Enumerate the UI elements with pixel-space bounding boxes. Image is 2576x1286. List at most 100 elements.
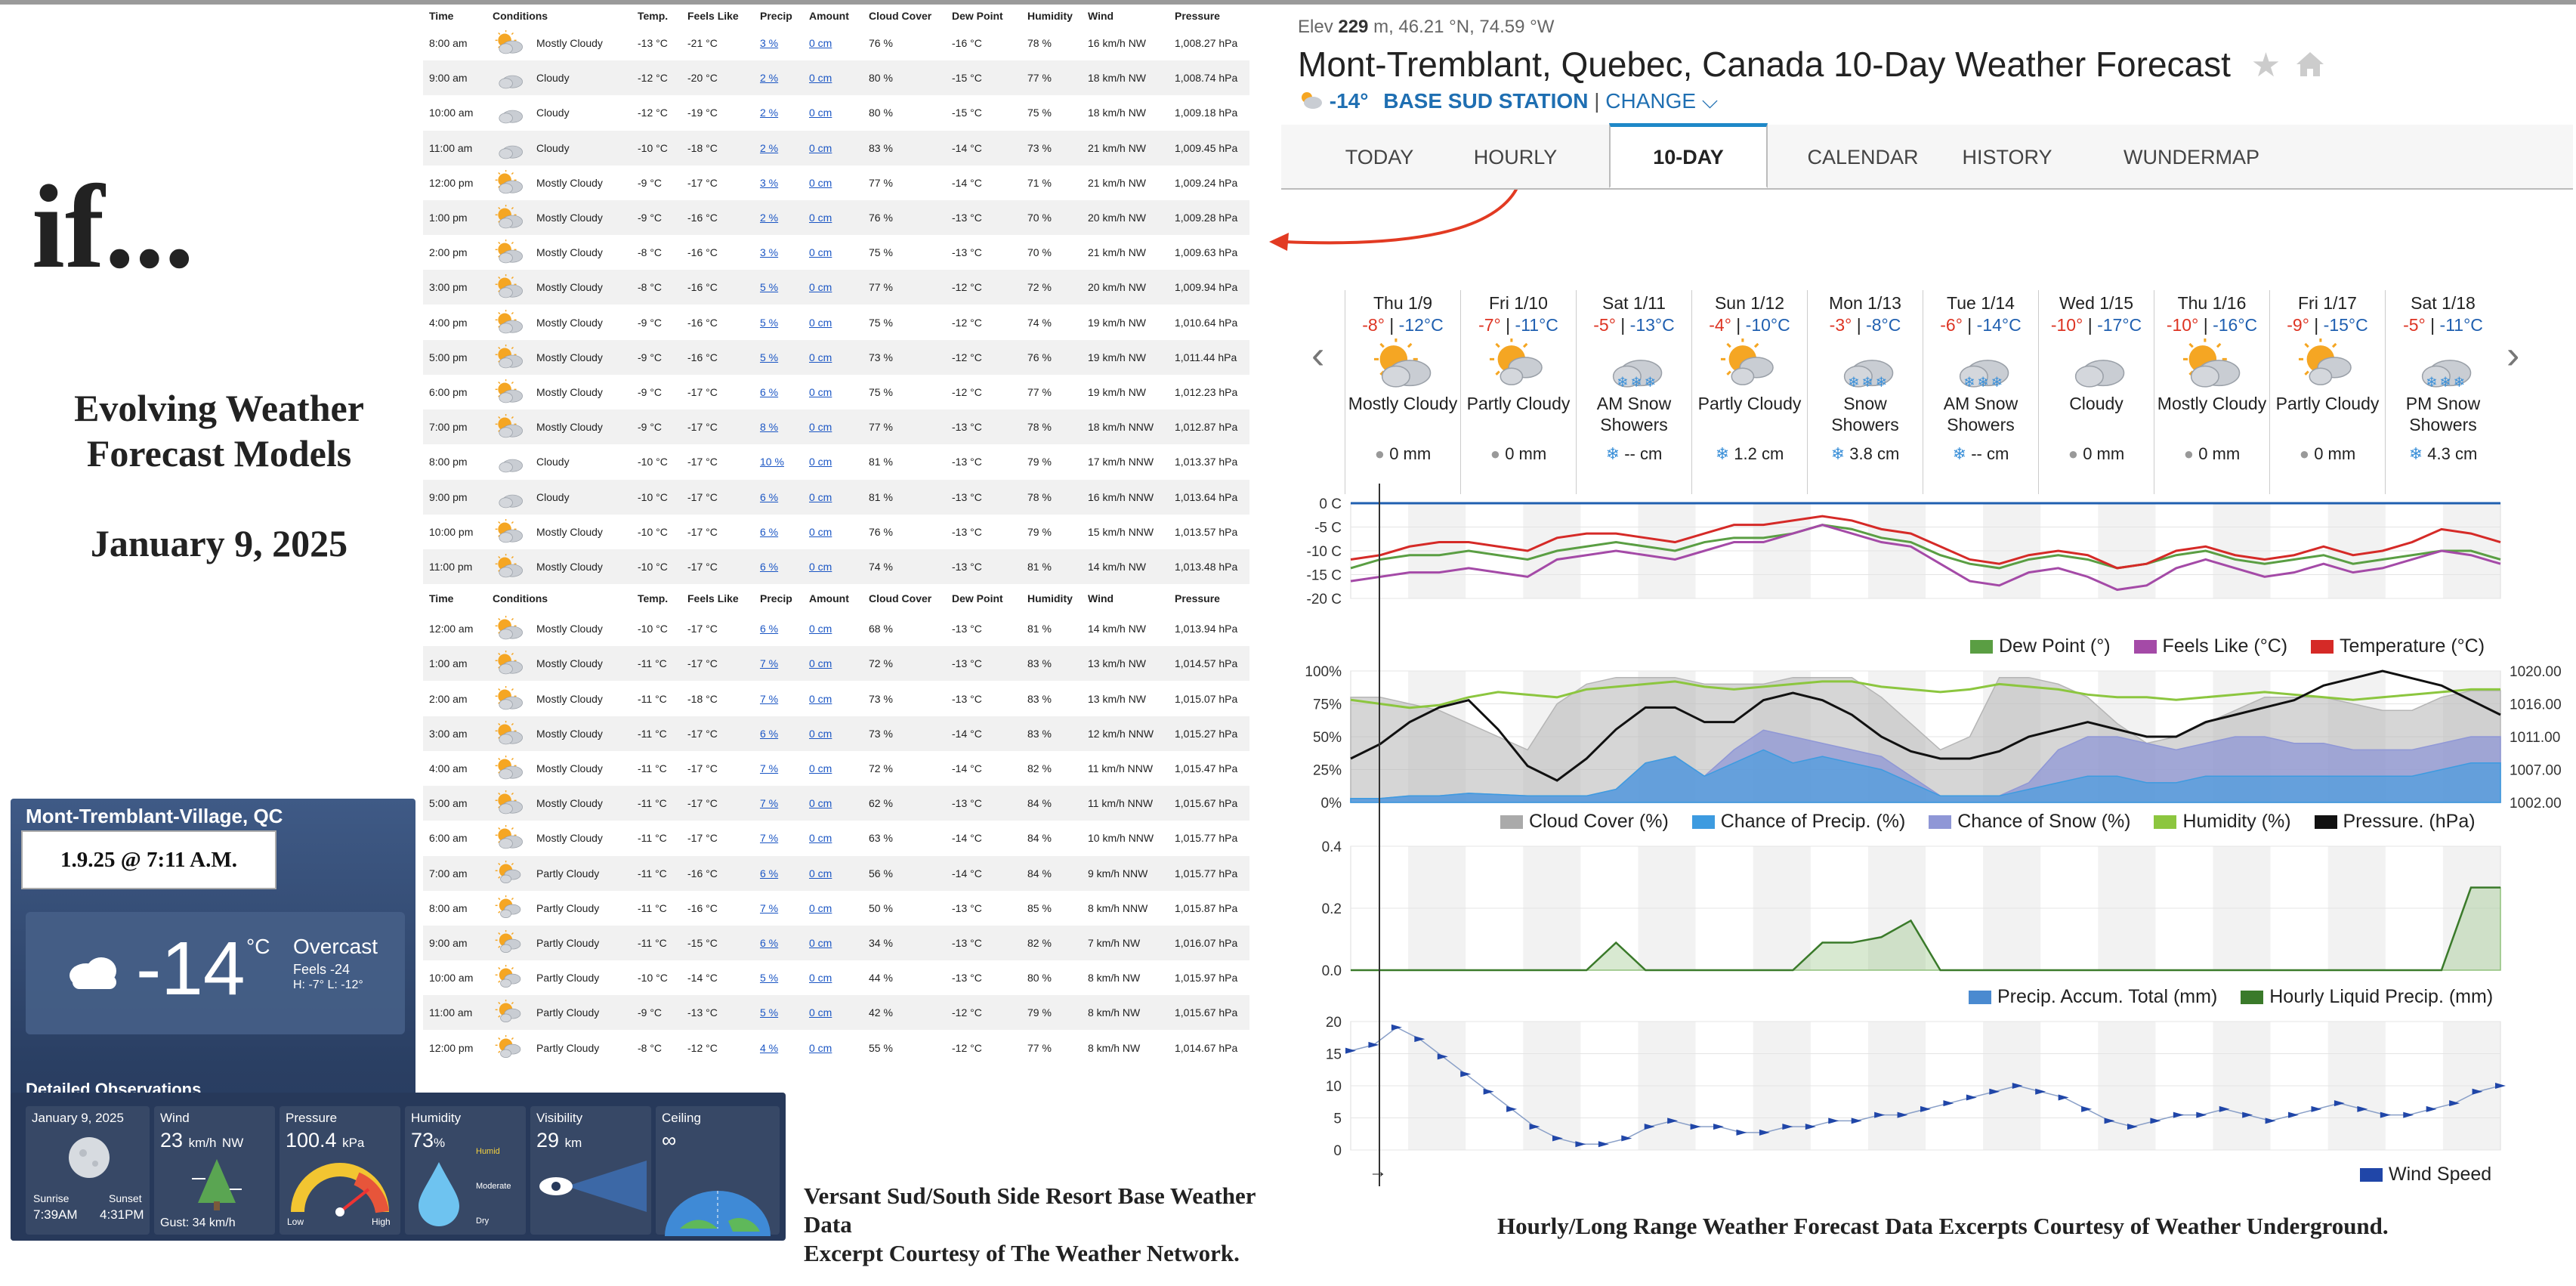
station-name[interactable]: BASE SUD STATION xyxy=(1383,89,1589,113)
table-cell[interactable]: 6 % xyxy=(760,386,779,398)
table-cell: Mostly Cloudy xyxy=(536,657,603,670)
table-cell[interactable]: 0 cm xyxy=(809,176,832,189)
legend-humidity[interactable]: Humidity (%) xyxy=(2182,811,2291,832)
table-cell[interactable]: 0 cm xyxy=(809,456,832,468)
table-cell[interactable]: 0 cm xyxy=(809,901,832,914)
table-cell[interactable]: 0 cm xyxy=(809,1006,832,1019)
table-cell[interactable]: 0 cm xyxy=(809,832,832,845)
chevron-left-icon[interactable]: ‹ xyxy=(1311,333,1325,377)
table-cell[interactable]: 2 % xyxy=(760,212,779,224)
table-cell[interactable]: 5 % xyxy=(760,316,779,329)
table-cell[interactable]: 6 % xyxy=(760,937,779,949)
table-cell[interactable]: 8 % xyxy=(760,421,779,434)
table-cell[interactable]: 7 % xyxy=(760,832,779,845)
table-cell[interactable]: 5 % xyxy=(760,281,779,294)
table-cell[interactable]: 6 % xyxy=(760,623,779,635)
table-cell[interactable]: 0 cm xyxy=(809,281,832,294)
tab-hourly[interactable]: HOURLY xyxy=(1473,146,1558,168)
star-icon[interactable]: ★ xyxy=(2250,47,2281,84)
table-cell[interactable]: 0 cm xyxy=(809,72,832,85)
table-cell[interactable]: 7 % xyxy=(760,657,779,670)
legend-temperature-label[interactable]: Temperature (°C) xyxy=(2340,635,2485,657)
table-cell[interactable]: 2 % xyxy=(760,141,779,154)
table-cell[interactable]: 4 % xyxy=(760,1041,779,1054)
wind-arrow-marker xyxy=(1897,1111,1908,1118)
table-cell[interactable]: 6 % xyxy=(760,727,779,740)
table-cell[interactable]: 0 cm xyxy=(809,386,832,398)
table-cell[interactable]: 6 % xyxy=(760,867,779,879)
table-cell[interactable]: 0 cm xyxy=(809,421,832,434)
table-cell[interactable]: 5 % xyxy=(760,1006,779,1019)
table-cell[interactable]: 0 cm xyxy=(809,316,832,329)
mostly-cloudy-icon xyxy=(495,344,523,369)
table-cell[interactable]: 0 cm xyxy=(809,37,832,49)
wind-arrow-marker xyxy=(2058,1094,2069,1101)
legend-chance-snow[interactable]: Chance of Snow (%) xyxy=(1957,811,2131,832)
change-station-link[interactable]: CHANGE xyxy=(1605,89,1697,113)
forecast-day[interactable]: Sat 1/11 -5° | -13°C ❄ ❄ ❄ AM Snow Showers ❄ --… xyxy=(1576,290,1691,494)
legend-chance-precip[interactable]: Chance of Precip. (%) xyxy=(1720,811,1906,832)
table-cell[interactable]: 0 cm xyxy=(809,623,832,635)
table-cell[interactable]: 0 cm xyxy=(809,1041,832,1054)
forecast-day[interactable]: Sat 1/18 -5° | -11°C ❄ ❄ ❄ PM Snow Showers ❄ 4.… xyxy=(2385,290,2500,494)
table-cell[interactable]: 0 cm xyxy=(809,107,832,119)
forecast-day[interactable]: Thu 1/9 -8° | -12°C Mostly Cloudy ● 0 mm xyxy=(1345,290,1460,494)
tab-wundermap[interactable]: WUNDERMAP xyxy=(2124,146,2259,168)
table-cell[interactable]: 0 cm xyxy=(809,867,832,879)
table-cell[interactable]: 0 cm xyxy=(809,212,832,224)
table-cell[interactable]: 0 cm xyxy=(809,490,832,503)
tab-calendar[interactable]: CALENDAR xyxy=(1807,146,1919,168)
table-cell[interactable]: 0 cm xyxy=(809,692,832,705)
table-cell[interactable]: 0 cm xyxy=(809,762,832,774)
forecast-day[interactable]: Mon 1/13 -3° | -8°C ❄ ❄ ❄ Snow Showers ❄ 3.8 c… xyxy=(1807,290,1923,494)
table-cell: 16 km/h NW xyxy=(1088,37,1147,49)
legend-feelslike[interactable]: Feels Like (°C) xyxy=(2162,635,2288,657)
table-cell[interactable]: 0 cm xyxy=(809,561,832,573)
table-cell[interactable]: 7 % xyxy=(760,797,779,810)
table-cell[interactable]: 7 % xyxy=(760,901,779,914)
table-cell[interactable]: 10 % xyxy=(760,456,784,468)
temp-sep: | xyxy=(1852,315,1867,335)
home-icon[interactable] xyxy=(2295,51,2325,78)
table-cell[interactable]: 7 % xyxy=(760,762,779,774)
forecast-day[interactable]: Fri 1/17 -9° | -15°C Partly Cloudy ● 0 mm xyxy=(2269,290,2385,494)
forecast-day[interactable]: Thu 1/16 -10° | -16°C Mostly Cloudy ● 0 mm xyxy=(2154,290,2269,494)
legend-precip-accum[interactable]: Precip. Accum. Total (mm) xyxy=(1997,986,2218,1007)
table-cell[interactable]: 0 cm xyxy=(809,657,832,670)
table-cell[interactable]: 0 cm xyxy=(809,727,832,740)
table-cell[interactable]: 7 % xyxy=(760,692,779,705)
tab-today[interactable]: TODAY xyxy=(1345,146,1414,168)
table-cell: Partly Cloudy xyxy=(536,867,600,879)
legend-dewpoint[interactable]: Dew Point (°) xyxy=(1999,635,2111,657)
table-cell[interactable]: 3 % xyxy=(760,37,779,49)
table-cell[interactable]: 5 % xyxy=(760,351,779,363)
table-cell[interactable]: 5 % xyxy=(760,972,779,985)
axis-tick-label: -10 C xyxy=(1307,544,1342,560)
table-cell[interactable]: 0 cm xyxy=(809,797,832,810)
table-cell[interactable]: 3 % xyxy=(760,176,779,189)
forecast-day[interactable]: Fri 1/10 -7° | -11°C Partly Cloudy ● 0 mm xyxy=(1460,290,1576,494)
legend-pressure[interactable]: Pressure. (hPa) xyxy=(2343,811,2476,832)
tab-10-day[interactable]: 10-DAY xyxy=(1609,123,1768,188)
table-cell[interactable]: 0 cm xyxy=(809,351,832,363)
chevron-down-icon[interactable]: ⌵ xyxy=(1701,89,1719,113)
table-cell[interactable]: 2 % xyxy=(760,72,779,85)
legend-hourly-liquid[interactable]: Hourly Liquid Precip. (mm) xyxy=(2269,986,2494,1007)
table-cell[interactable]: 6 % xyxy=(760,490,779,503)
legend-cloudcover[interactable]: Cloud Cover (%) xyxy=(1529,811,1669,832)
table-cell[interactable]: 0 cm xyxy=(809,525,832,538)
forecast-day[interactable]: Sun 1/12 -4° | -10°C Partly Cloudy ❄ 1.2 cm xyxy=(1691,290,1807,494)
table-cell[interactable]: 2 % xyxy=(760,107,779,119)
table-cell[interactable]: 0 cm xyxy=(809,972,832,985)
table-cell[interactable]: 6 % xyxy=(760,561,779,573)
tab-history[interactable]: HISTORY xyxy=(1962,146,2052,168)
table-cell[interactable]: 0 cm xyxy=(809,937,832,949)
table-cell[interactable]: 0 cm xyxy=(809,141,832,154)
legend-wind-speed[interactable]: Wind Speed xyxy=(2389,1164,2492,1185)
table-cell[interactable]: 6 % xyxy=(760,525,779,538)
chevron-right-icon[interactable]: › xyxy=(2507,333,2520,377)
table-cell[interactable]: 0 cm xyxy=(809,246,832,259)
table-cell[interactable]: 3 % xyxy=(760,246,779,259)
forecast-day[interactable]: Tue 1/14 -6° | -14°C ❄ ❄ ❄ AM Snow Showers ❄ --… xyxy=(1923,290,2038,494)
forecast-day[interactable]: Wed 1/15 -10° | -17°C Cloudy ● 0 mm xyxy=(2038,290,2154,494)
